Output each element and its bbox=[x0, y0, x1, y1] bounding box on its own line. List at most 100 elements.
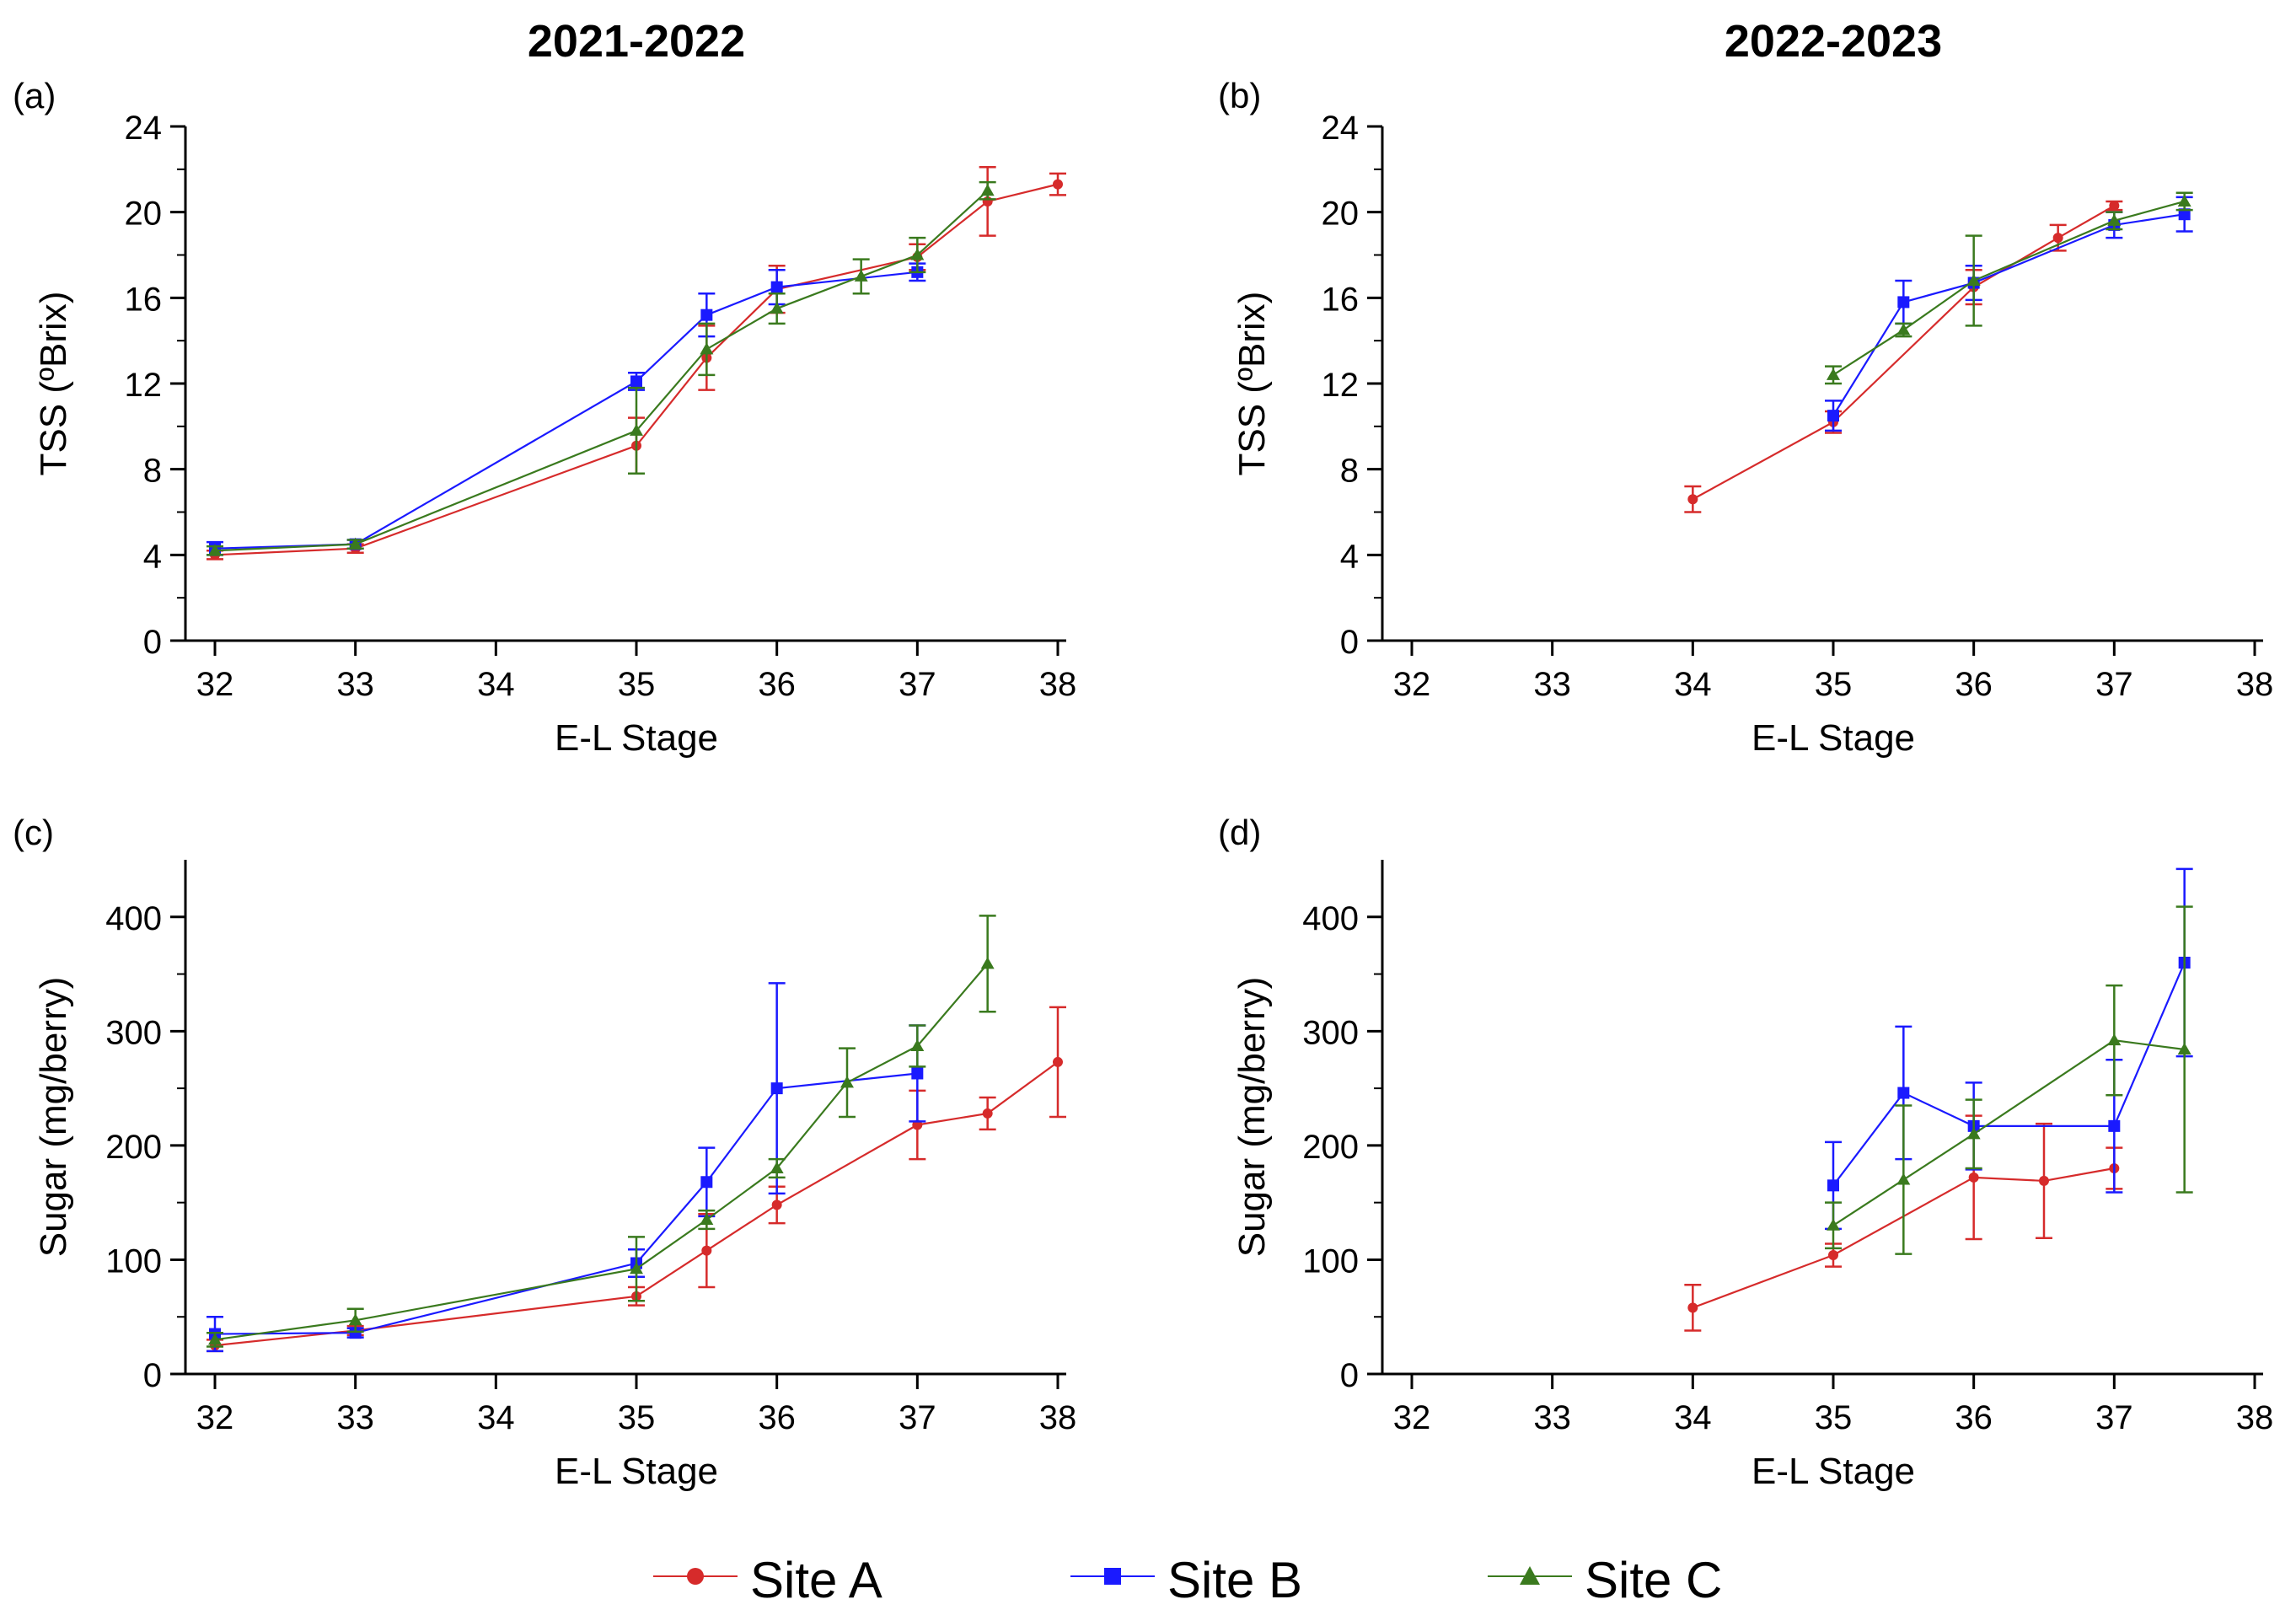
panel-d-ytick-label-400: 400 bbox=[1302, 900, 1359, 937]
panel-b-ytick-label-24: 24 bbox=[1322, 110, 1360, 147]
panel-c-site-a-point-3 bbox=[701, 1245, 712, 1256]
panel-b-site-b-line bbox=[1832, 213, 2185, 416]
panel-c-site-b-point-3 bbox=[700, 1176, 713, 1189]
panel-a-ytick-label-16: 16 bbox=[125, 281, 163, 318]
panel-a: (a) 0 4 8 12 16 20 24 32 33 34 35 36 37 38 E-L Stage TSS… bbox=[13, 76, 1076, 759]
panel-d-site-a-point-3 bbox=[2039, 1175, 2049, 1186]
panel-c-xtick-label-38: 38 bbox=[1039, 1399, 1077, 1436]
panel-c-site-c-point-5 bbox=[840, 1076, 854, 1088]
panel-d-site-c-point-0 bbox=[1827, 1218, 1840, 1231]
column-title-2022-2023: 2022-2023 bbox=[1724, 16, 1943, 67]
panel-d-ytick-label-0: 0 bbox=[1340, 1357, 1359, 1394]
panel-a-ylabel: TSS (ºBrix) bbox=[33, 292, 74, 476]
panel-a-site-c-point-2 bbox=[630, 423, 643, 436]
panel-c-site-b-line bbox=[214, 1072, 918, 1335]
panel-c-ytick-label-400: 400 bbox=[105, 900, 162, 937]
panel-d-site-b-line bbox=[1832, 962, 2186, 1186]
panel-c-xtick-label-35: 35 bbox=[618, 1399, 656, 1436]
panel-c-site-b-point-1 bbox=[349, 1327, 362, 1339]
panel-a-ytick-label-12: 12 bbox=[125, 367, 163, 404]
panel-b-xlabel: E-L Stage bbox=[1752, 717, 1915, 759]
panel-b-xtick-label-36: 36 bbox=[1955, 666, 1993, 703]
panel-b-ytick-label-8: 8 bbox=[1340, 453, 1359, 490]
panel-c-xlabel: E-L Stage bbox=[555, 1451, 718, 1492]
panel-d-label: (d) bbox=[1218, 813, 1261, 852]
panel-a-site-b-point-4 bbox=[770, 281, 783, 293]
panel-c-xtick-label-33: 33 bbox=[336, 1399, 374, 1436]
panel-a-site-c-point-1 bbox=[348, 537, 362, 550]
panel-c-xtick-label-32: 32 bbox=[196, 1399, 234, 1436]
panel-c-xtick-label-34: 34 bbox=[477, 1399, 515, 1436]
panel-c-site-b-point-4 bbox=[770, 1082, 783, 1095]
panel-b-xtick-label-32: 32 bbox=[1393, 666, 1431, 703]
panel-c-site-a-point-6 bbox=[982, 1108, 993, 1119]
panel-d-xtick-label-36: 36 bbox=[1955, 1399, 1993, 1436]
panel-b: (b) 0 4 8 12 16 20 24 32 33 34 35 36 37 38 E-L Stage TSS… bbox=[1218, 76, 2273, 759]
panel-a-site-c-point-6 bbox=[910, 248, 925, 260]
panel-a-ytick-label-4: 4 bbox=[143, 538, 162, 575]
panel-b-site-b-point-1 bbox=[1897, 296, 1910, 309]
panel-d-xtick-label-34: 34 bbox=[1674, 1399, 1712, 1436]
panel-d-site-c-point-3 bbox=[2107, 1033, 2122, 1046]
panel-a-xtick-label-35: 35 bbox=[618, 666, 656, 703]
panel-d-ytick-label-100: 100 bbox=[1302, 1242, 1359, 1280]
panel-d-site-c-point-2 bbox=[1966, 1127, 1981, 1140]
panel-a-xtick-label-37: 37 bbox=[899, 666, 936, 703]
panel-d-site-c-line bbox=[1832, 1039, 2185, 1226]
panel-d-site-b-point-0 bbox=[1827, 1179, 1839, 1192]
panel-d-xlabel: E-L Stage bbox=[1752, 1451, 1915, 1492]
panel-a-xlabel: E-L Stage bbox=[555, 717, 718, 759]
panel-a-xtick-label-36: 36 bbox=[758, 666, 796, 703]
legend-label-site-a: Site A bbox=[750, 1552, 882, 1608]
panel-a-site-c-point-5 bbox=[854, 269, 868, 282]
panel-b-site-c-point-0 bbox=[1827, 368, 1840, 380]
panel-d-xtick-label-35: 35 bbox=[1815, 1399, 1853, 1436]
panel-b-ytick-label-0: 0 bbox=[1340, 624, 1359, 661]
panel-c-site-b-point-5 bbox=[911, 1067, 924, 1080]
panel-c-site-a-line bbox=[214, 1061, 1059, 1347]
panel-c-site-a-point-4 bbox=[771, 1199, 782, 1210]
legend-label-site-c: Site C bbox=[1585, 1552, 1723, 1608]
panel-d-site-c-point-4 bbox=[2177, 1043, 2191, 1055]
panel-d-ylabel: Sugar (mg/berry) bbox=[1231, 977, 1273, 1258]
panel-b-ytick-label-4: 4 bbox=[1340, 538, 1359, 575]
panel-d-xtick-label-33: 33 bbox=[1533, 1399, 1571, 1436]
panel-b-site-c-point-4 bbox=[2177, 194, 2191, 207]
panel-b-site-c-point-3 bbox=[2107, 213, 2122, 226]
panel-b-xtick-label-38: 38 bbox=[2236, 666, 2274, 703]
panel-a-site-c-point-4 bbox=[770, 302, 784, 314]
panel-a-xtick-label-34: 34 bbox=[477, 666, 515, 703]
panel-c-site-c-point-0 bbox=[208, 1333, 222, 1345]
panel-a-xtick-label-33: 33 bbox=[336, 666, 374, 703]
panel-c-site-c-point-2 bbox=[630, 1262, 643, 1275]
panel-b-site-c-point-2 bbox=[1966, 274, 1981, 286]
panel-a-site-b-line bbox=[214, 271, 918, 550]
panel-c-site-c-point-6 bbox=[910, 1038, 925, 1051]
panel-c-label: (c) bbox=[13, 813, 54, 852]
panel-d-xtick-label-37: 37 bbox=[2095, 1399, 2133, 1436]
legend: Site A Site B Site C bbox=[0, 1543, 2296, 1610]
panel-b-site-a-point-4 bbox=[2109, 201, 2120, 212]
panel-b-xtick-label-33: 33 bbox=[1533, 666, 1571, 703]
panel-b-xtick-label-37: 37 bbox=[2095, 666, 2133, 703]
legend-marker-site-c bbox=[1488, 1566, 1572, 1585]
panel-d-site-b-point-1 bbox=[1897, 1087, 1910, 1099]
panel-c-ylabel: Sugar (mg/berry) bbox=[33, 977, 74, 1258]
panel-d-site-b-point-3 bbox=[2108, 1119, 2121, 1132]
panel-a-ytick-label-24: 24 bbox=[125, 110, 163, 147]
panel-c-ytick-label-300: 300 bbox=[105, 1014, 162, 1051]
panel-c-xtick-label-36: 36 bbox=[758, 1399, 796, 1436]
panel-c-site-c-line bbox=[214, 963, 989, 1341]
legend-marker-site-b bbox=[1070, 1568, 1155, 1585]
panel-c-site-c-point-3 bbox=[700, 1213, 714, 1225]
panel-a-site-c-line bbox=[214, 190, 989, 552]
legend-label-site-b: Site B bbox=[1167, 1552, 1303, 1608]
panel-d-xtick-label-38: 38 bbox=[2236, 1399, 2274, 1436]
panel-a-site-a-line bbox=[214, 183, 1059, 556]
panel-b-site-c-point-1 bbox=[1896, 323, 1911, 335]
panel-b-xtick-label-35: 35 bbox=[1815, 666, 1853, 703]
figure-canvas: (a) 0 4 8 12 16 20 24 32 33 34 35 36 37 38 E-L Stage TSS… bbox=[13, 76, 2274, 1492]
panel-b-site-a-point-0 bbox=[1687, 494, 1698, 505]
panel-c-site-c-point-7 bbox=[980, 957, 995, 969]
panel-b-ytick-label-12: 12 bbox=[1322, 367, 1360, 404]
